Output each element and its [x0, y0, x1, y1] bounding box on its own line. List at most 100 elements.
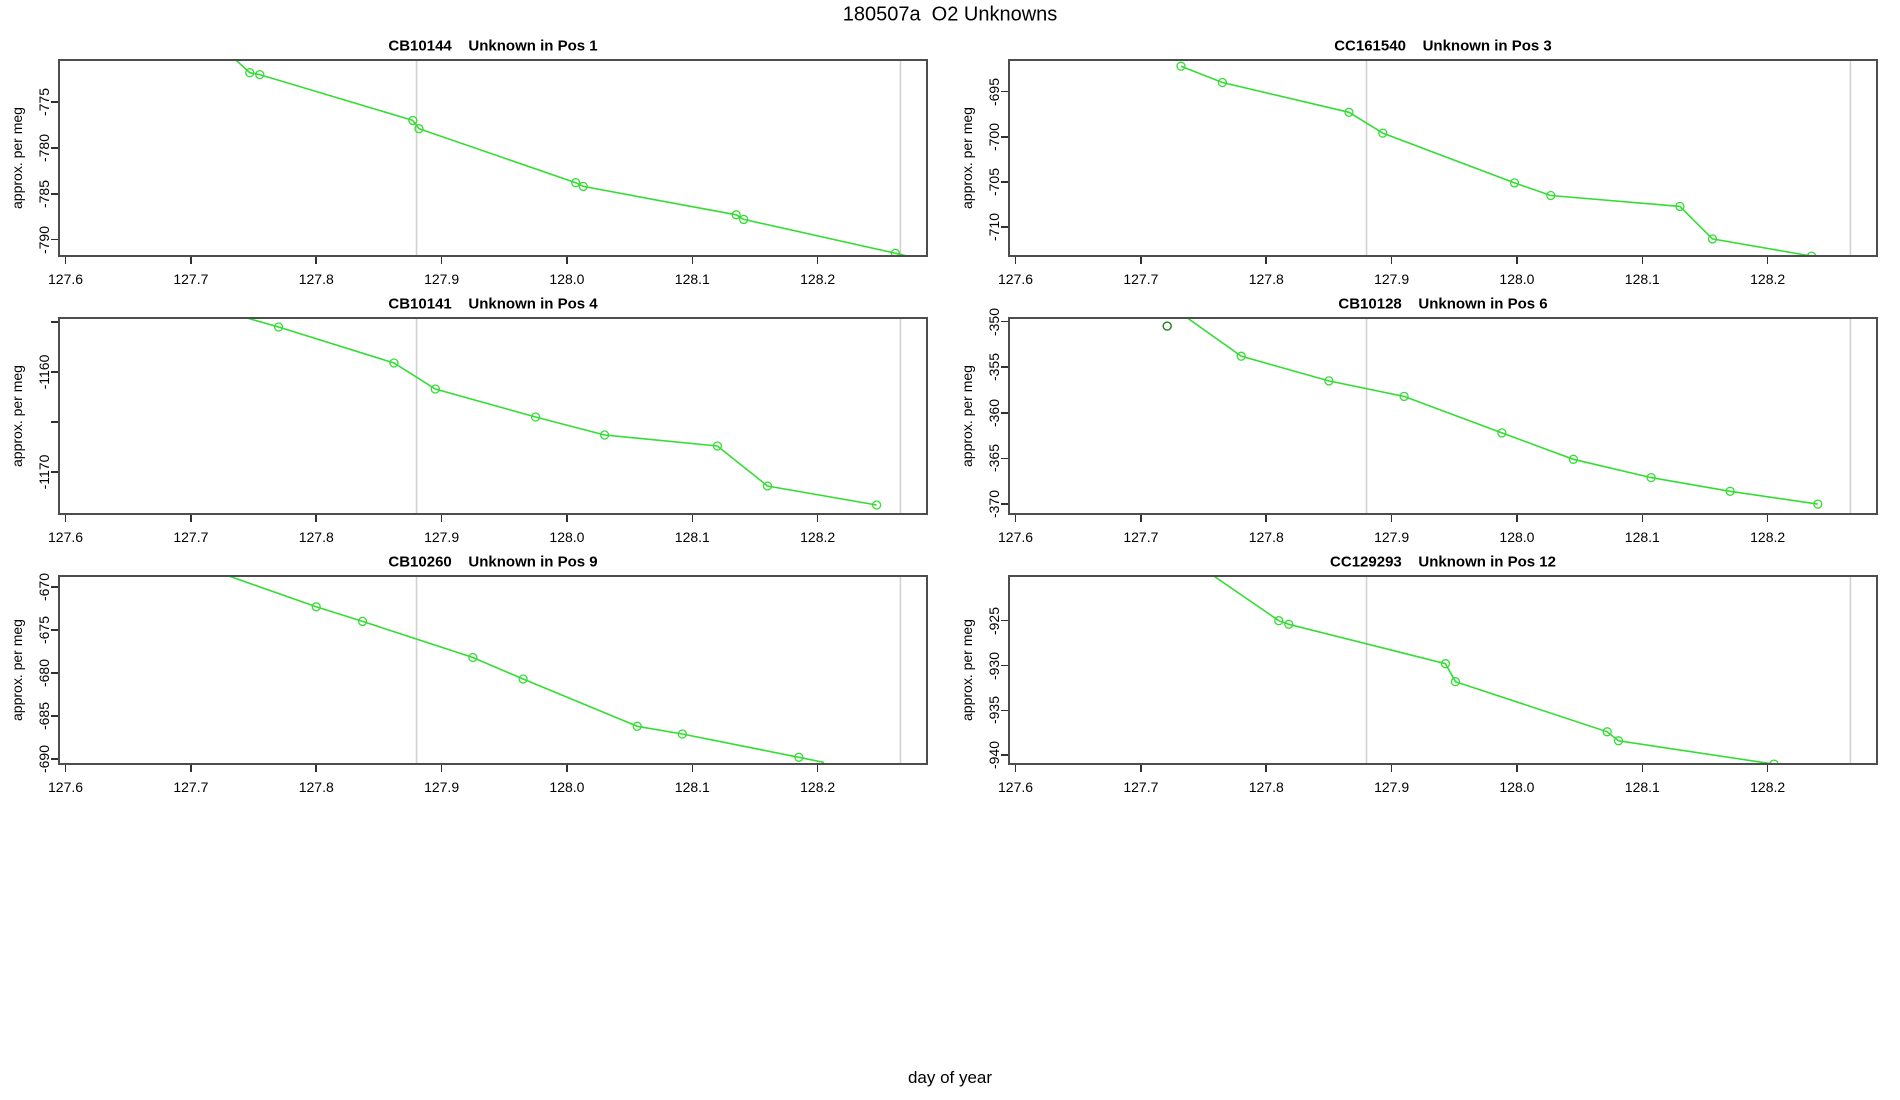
- y-axis-label: approx. per meg: [959, 365, 975, 467]
- panel-border: [58, 59, 928, 257]
- x-tick-label: 128.2: [1750, 271, 1786, 287]
- data-point-marker: [389, 358, 399, 368]
- x-tick-label: 127.8: [1248, 271, 1284, 287]
- x-tick-label: 128.0: [549, 271, 585, 287]
- y-tick-mark: [51, 471, 58, 473]
- x-tick-label: 127.6: [47, 529, 84, 545]
- data-point-marker: [255, 69, 265, 80]
- y-tick-label: -370: [986, 490, 1002, 519]
- y-axis-label: approx. per meg: [9, 107, 25, 209]
- x-tick-mark: [1014, 765, 1017, 772]
- x-tick-label: 128.1: [674, 271, 710, 287]
- x-tick-label: 127.7: [173, 779, 209, 795]
- x-tick-label: 127.9: [424, 529, 460, 545]
- x-tick-label: 127.7: [1123, 271, 1159, 287]
- data-point-marker: [1450, 677, 1461, 687]
- data-point-marker: [414, 124, 424, 134]
- x-tick-label: 127.9: [1374, 529, 1410, 545]
- x-tick-label: 127.7: [1123, 779, 1159, 795]
- x-tick-label: 127.8: [1248, 779, 1284, 795]
- data-point-marker: [1707, 234, 1718, 244]
- x-tick-mark: [566, 765, 568, 772]
- data-line: [225, 575, 825, 764]
- data-point-marker: [1440, 659, 1451, 669]
- x-tick-mark: [816, 765, 819, 772]
- y-tick-label: -940: [986, 741, 1002, 770]
- x-tick-mark: [1516, 257, 1518, 264]
- data-point-marker: [1546, 190, 1556, 201]
- y-tick-label: -670: [36, 573, 52, 602]
- y-tick-label: -925: [986, 606, 1002, 635]
- data-point-marker: [1324, 376, 1334, 386]
- y-tick-label: -1160: [36, 354, 52, 390]
- data-point-marker: [273, 322, 284, 332]
- x-tick-label: 128.0: [1499, 271, 1535, 287]
- x-tick-label: 127.6: [997, 779, 1034, 795]
- panel-border: [1008, 59, 1878, 257]
- data-point-marker: [599, 430, 610, 440]
- data-point-marker: [1602, 727, 1612, 737]
- data-point-marker: [311, 602, 321, 612]
- x-tick-label: 127.7: [173, 529, 209, 545]
- x-tick-mark: [1390, 765, 1393, 772]
- x-tick-mark: [190, 515, 192, 522]
- y-tick-mark: [51, 758, 58, 760]
- x-tick-mark: [566, 515, 568, 522]
- y-tick-label: -685: [36, 701, 52, 730]
- x-tick-label: 128.1: [1624, 271, 1660, 287]
- data-point-marker: [712, 441, 723, 451]
- data-point-marker: [1176, 61, 1186, 71]
- x-tick-label: 127.8: [298, 529, 334, 545]
- x-tick-label: 127.8: [298, 779, 334, 795]
- x-tick-mark: [1641, 515, 1644, 522]
- x-tick-mark: [440, 257, 443, 264]
- x-tick-mark: [64, 765, 67, 772]
- x-tick-label: 128.0: [1499, 529, 1535, 545]
- x-tick-label: 128.1: [674, 529, 710, 545]
- x-tick-label: 128.2: [1750, 529, 1786, 545]
- y-tick-label: -790: [36, 225, 52, 254]
- y-axis-label: approx. per meg: [9, 619, 25, 721]
- x-tick-mark: [1516, 515, 1518, 522]
- x-tick-label: 128.0: [549, 529, 585, 545]
- y-tick-label: -360: [986, 398, 1002, 427]
- x-tick-mark: [1265, 257, 1267, 264]
- subplot-title: CC129293 Unknown in Pos 12: [1330, 553, 1556, 571]
- page-title: 180507a O2 Unknowns: [842, 3, 1058, 26]
- x-tick-mark: [1140, 515, 1142, 522]
- y-tick-mark: [1001, 320, 1008, 323]
- x-tick-mark: [315, 257, 317, 264]
- subplot-plot-area: [1008, 317, 1878, 515]
- x-tick-label: 127.7: [1123, 529, 1159, 545]
- data-point-marker: [1274, 616, 1284, 626]
- x-tick-label: 127.6: [47, 779, 84, 795]
- x-tick-label: 128.1: [1624, 529, 1660, 545]
- x-tick-label: 128.1: [1624, 779, 1660, 795]
- x-tick-mark: [315, 515, 317, 522]
- data-point-marker: [1378, 128, 1388, 138]
- y-tick-mark: [51, 371, 58, 373]
- y-tick-mark: [51, 672, 58, 674]
- x-tick-label: 127.7: [173, 271, 209, 287]
- x-tick-label: 128.2: [800, 271, 836, 287]
- y-tick-mark: [1001, 366, 1008, 368]
- panel-border: [58, 317, 928, 515]
- data-point-marker: [1509, 178, 1520, 188]
- data-point-marker: [1399, 391, 1409, 402]
- subplot-plot-area: [58, 59, 928, 257]
- x-tick-mark: [1265, 765, 1267, 772]
- x-tick-mark: [1641, 765, 1644, 772]
- y-tick-mark: [1001, 136, 1008, 138]
- data-point-marker: [890, 248, 901, 257]
- y-tick-mark: [1001, 503, 1008, 505]
- data-point-marker: [518, 674, 528, 684]
- data-point-marker: [1725, 486, 1735, 496]
- data-point-marker: [1236, 351, 1246, 361]
- y-axis-label: approx. per meg: [959, 107, 975, 209]
- y-tick-mark: [1001, 709, 1008, 712]
- y-tick-mark: [51, 238, 58, 241]
- x-tick-mark: [440, 515, 443, 522]
- x-tick-mark: [566, 257, 568, 264]
- y-tick-label: -690: [36, 744, 52, 773]
- x-tick-mark: [1140, 257, 1142, 264]
